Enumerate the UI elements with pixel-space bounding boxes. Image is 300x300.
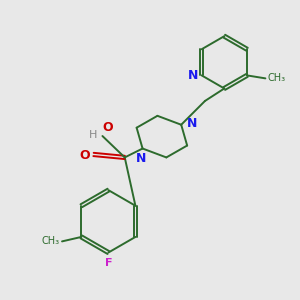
Text: O: O (102, 121, 113, 134)
Text: CH₃: CH₃ (41, 236, 60, 246)
Text: N: N (188, 69, 198, 82)
Text: CH₃: CH₃ (268, 74, 286, 83)
Text: F: F (105, 258, 112, 268)
Text: N: N (136, 152, 146, 165)
Text: N: N (187, 117, 197, 130)
Text: H: H (89, 130, 97, 140)
Text: O: O (79, 149, 90, 162)
